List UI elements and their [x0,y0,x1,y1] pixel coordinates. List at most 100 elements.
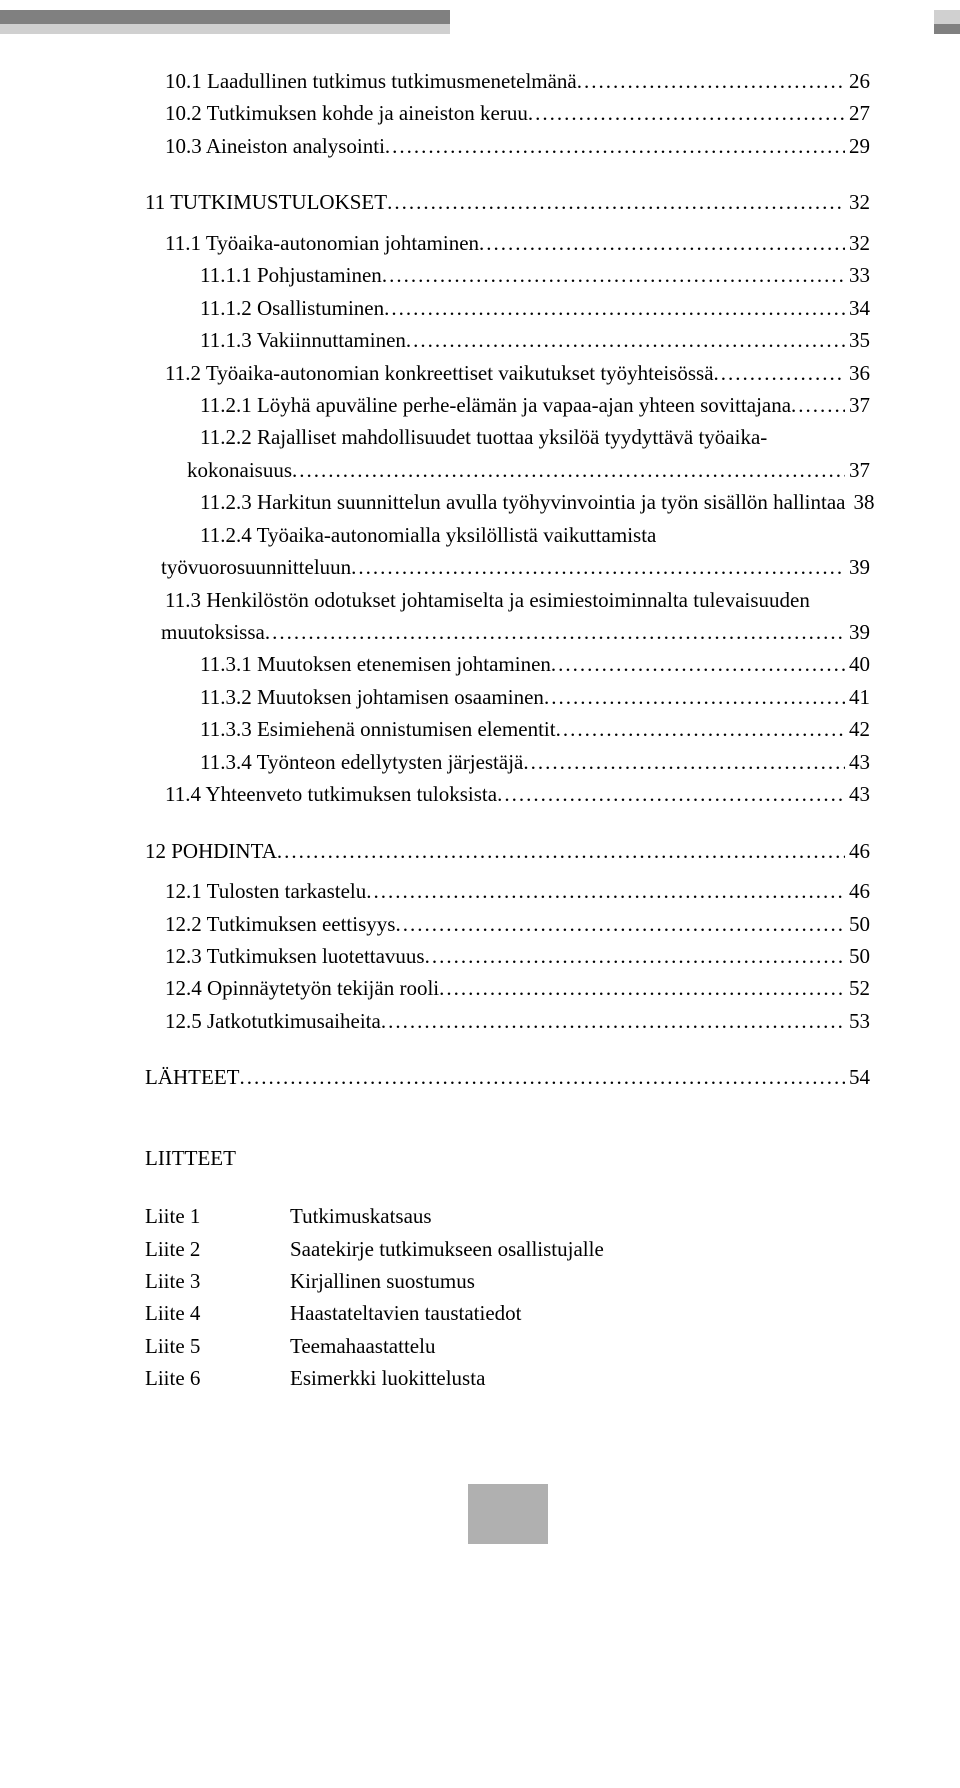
toc-entry: 11.3.2 Muutoksen johtamisen osaaminen41 [200,682,870,712]
toc-leader [351,552,845,582]
toc-page-number: 26 [845,66,870,96]
toc-entry: 10.1 Laadullinen tutkimus tutkimusmenete… [165,66,870,96]
toc-page-number: 32 [845,187,870,217]
toc-entry: 11.4 Yhteenveto tutkimuksen tuloksista43 [165,779,870,809]
toc-page-number: 39 [845,552,870,582]
appendices-heading: LIITTEET [145,1143,870,1173]
toc-entry-label: 10.1 Laadullinen tutkimus tutkimusmenete… [165,66,577,96]
toc-leader [277,836,845,866]
toc-leader [497,779,845,809]
toc-entry-label: 11.3.4 Työnteon edellytysten järjestäjä [200,747,523,777]
toc-page-number: 32 [845,228,870,258]
decoration-bar [0,24,450,34]
toc-entry-label: 12 POHDINTA [145,836,277,866]
toc-entry: 11.2.4 Työaika-autonomialla yksilöllistä… [200,520,870,550]
toc-entry: 11.2.2 Rajalliset mahdollisuudet tuottaa… [200,422,870,452]
decoration-bar [0,10,450,24]
toc-leader [528,98,845,128]
toc-page-number: 46 [845,836,870,866]
toc-page-number: 36 [845,358,870,388]
toc-entry: kokonaisuus37 [187,455,870,485]
toc-entry-label: kokonaisuus [187,455,292,485]
appendix-title: Esimerkki luokittelusta [290,1363,485,1393]
decoration-bar [934,10,960,24]
toc-leader [384,293,845,323]
toc-entry: 11.2 Työaika-autonomian konkreettiset va… [165,358,870,388]
appendices-list: Liite 1TutkimuskatsausLiite 2Saatekirje … [145,1201,870,1394]
appendix-title: Tutkimuskatsaus [290,1201,432,1231]
toc-page-number: 34 [845,293,870,323]
toc-entry-label: 12.2 Tutkimuksen eettisyys [165,909,395,939]
toc-entry: 12.5 Jatkotutkimusaiheita53 [165,1006,870,1036]
toc-entry: 11.3.1 Muutoksen etenemisen johtaminen40 [200,649,870,679]
appendix-key: Liite 3 [145,1266,290,1296]
appendix-key: Liite 5 [145,1331,290,1361]
toc-entry-label: muutoksissa [161,617,265,647]
appendix-row: Liite 1Tutkimuskatsaus [145,1201,870,1231]
toc-entry-label: 11.3 Henkilöstön odotukset johtamiselta … [165,585,810,615]
toc-leader [385,131,845,161]
header-decoration [0,10,960,36]
appendix-row: Liite 3Kirjallinen suostumus [145,1266,870,1296]
toc-page-number: 46 [845,876,870,906]
toc-entry-label: 11.3.1 Muutoksen etenemisen johtaminen [200,649,551,679]
toc-page-number: 37 [845,390,870,420]
appendix-row: Liite 5Teemahaastattelu [145,1331,870,1361]
toc-entry: LÄHTEET 54 [145,1062,870,1092]
toc-entry-label: työvuorosuunnitteluun [161,552,351,582]
toc-leader [366,876,845,906]
appendix-key: Liite 6 [145,1363,290,1393]
toc-entry: työvuorosuunnitteluun 39 [161,552,870,582]
toc-entry-label: 10.3 Aineiston analysointi [165,131,385,161]
toc-entry-label: 11.2.3 Harkitun suunnittelun avulla työh… [200,487,845,517]
toc-leader [791,390,845,420]
toc-entry-label: 11 TUTKIMUSTULOKSET [145,187,387,217]
toc-entry: 11.1.3 Vakiinnuttaminen35 [200,325,870,355]
toc-entry: 12.4 Opinnäytetyön tekijän rooli52 [165,973,870,1003]
toc-page-number: 42 [845,714,870,744]
toc-entry: 11.3.3 Esimiehenä onnistumisen elementit… [200,714,870,744]
toc-page-number: 27 [845,98,870,128]
toc-leader [425,941,845,971]
appendix-title: Teemahaastattelu [290,1331,435,1361]
toc-page-number: 50 [845,941,870,971]
toc-entry-label: 10.2 Tutkimuksen kohde ja aineiston keru… [165,98,528,128]
toc-leader [556,714,845,744]
toc-leader [382,260,845,290]
toc-entry: 12.3 Tutkimuksen luotettavuus50 [165,941,870,971]
toc-entry: 11.1.1 Pohjustaminen33 [200,260,870,290]
toc-entry: 11.3.4 Työnteon edellytysten järjestäjä4… [200,747,870,777]
toc-page-number: 33 [845,260,870,290]
toc-entry: 12.1 Tulosten tarkastelu46 [165,876,870,906]
toc-page-number: 50 [845,909,870,939]
toc-entry: muutoksissa 39 [161,617,870,647]
footer-decoration [468,1484,548,1544]
toc-entry: 11.2.3 Harkitun suunnittelun avulla työh… [200,487,870,517]
toc-entry-label: 11.2.1 Löyhä apuväline perhe-elämän ja v… [200,390,791,420]
toc-leader [439,973,845,1003]
toc-leader [523,747,845,777]
toc-leader [406,325,845,355]
toc-leader [479,228,845,258]
toc-page-number: 38 [849,487,874,517]
toc-entry: 11.2.1 Löyhä apuväline perhe-elämän ja v… [200,390,870,420]
toc-leader [381,1006,845,1036]
toc-leader [577,66,845,96]
toc-entry-label: 11.2.2 Rajalliset mahdollisuudet tuottaa… [200,422,767,452]
toc-entry-label: 11.1.3 Vakiinnuttaminen [200,325,406,355]
toc-page-number: 39 [845,617,870,647]
toc-entry-label: 11.1 Työaika-autonomian johtaminen [165,228,479,258]
toc-entry-label: 11.2 Työaika-autonomian konkreettiset va… [165,358,714,388]
appendix-key: Liite 4 [145,1298,290,1328]
decoration-bar [934,24,960,34]
toc-page-number: 54 [845,1062,870,1092]
toc-entry-label: LÄHTEET [145,1062,239,1092]
appendix-row: Liite 6Esimerkki luokittelusta [145,1363,870,1393]
toc-leader [551,649,845,679]
toc-leader [544,682,845,712]
toc-entry: 11.1 Työaika-autonomian johtaminen 32 [165,228,870,258]
toc-leader [395,909,845,939]
toc-page-number: 53 [845,1006,870,1036]
toc-entry-label: 11.1.2 Osallistuminen [200,293,384,323]
toc-entry-label: 11.3.2 Muutoksen johtamisen osaaminen [200,682,544,712]
